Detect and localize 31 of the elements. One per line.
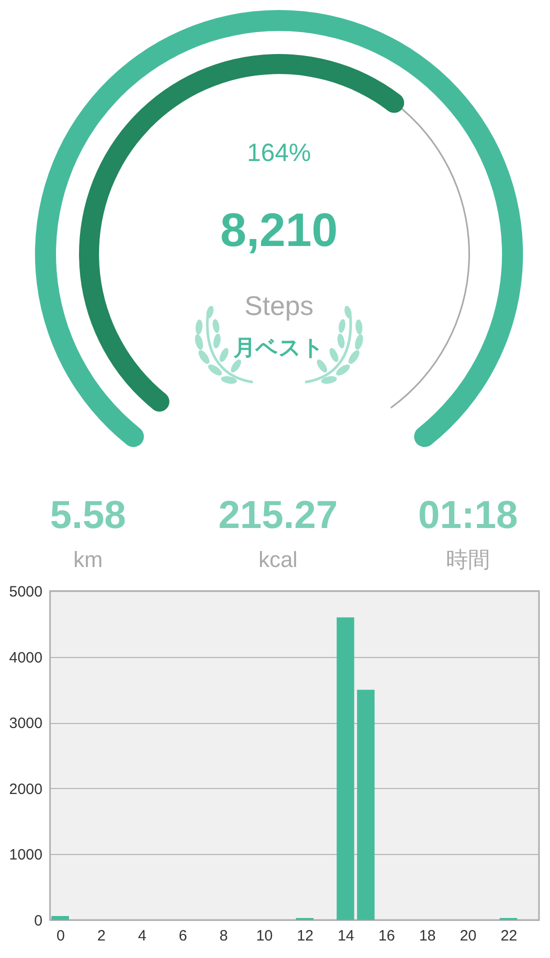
text: 01:18 [418, 494, 518, 537]
text: 8,210 [220, 203, 338, 256]
y-tick-label: 4000 [9, 649, 42, 666]
y-tick-label: 1000 [9, 846, 42, 864]
text: 時間 [446, 547, 490, 572]
x-tick-label: 8 [220, 928, 228, 944]
y-tick-label: 2000 [9, 780, 42, 798]
text: kcal [258, 547, 298, 572]
text: Steps [244, 291, 314, 321]
text: 5.58 [50, 494, 126, 537]
x-tick-label: 4 [138, 928, 146, 944]
x-tick-label: 20 [460, 928, 477, 944]
x-tick-label: 2 [97, 928, 106, 944]
x-tick-label: 16 [378, 928, 396, 944]
x-tick-label: 10 [256, 928, 273, 944]
x-tick-label: 6 [178, 928, 188, 944]
data-label: 164% [247, 139, 311, 167]
x-tick-label: 18 [419, 928, 436, 944]
x-tick-label: 14 [338, 928, 354, 944]
y-tick-label: 5000 [9, 584, 42, 600]
bar [357, 690, 375, 920]
bar [336, 617, 354, 920]
text: 月ベスト [232, 335, 324, 360]
x-tick-label: 0 [56, 928, 65, 944]
y-tick-label: 0 [34, 912, 42, 930]
text: km [73, 547, 103, 572]
y-tick-label: 3000 [9, 715, 42, 732]
bar [51, 916, 69, 920]
x-tick-label: 22 [500, 928, 518, 944]
x-tick-label: 12 [296, 928, 314, 944]
text: 215.27 [218, 494, 338, 537]
